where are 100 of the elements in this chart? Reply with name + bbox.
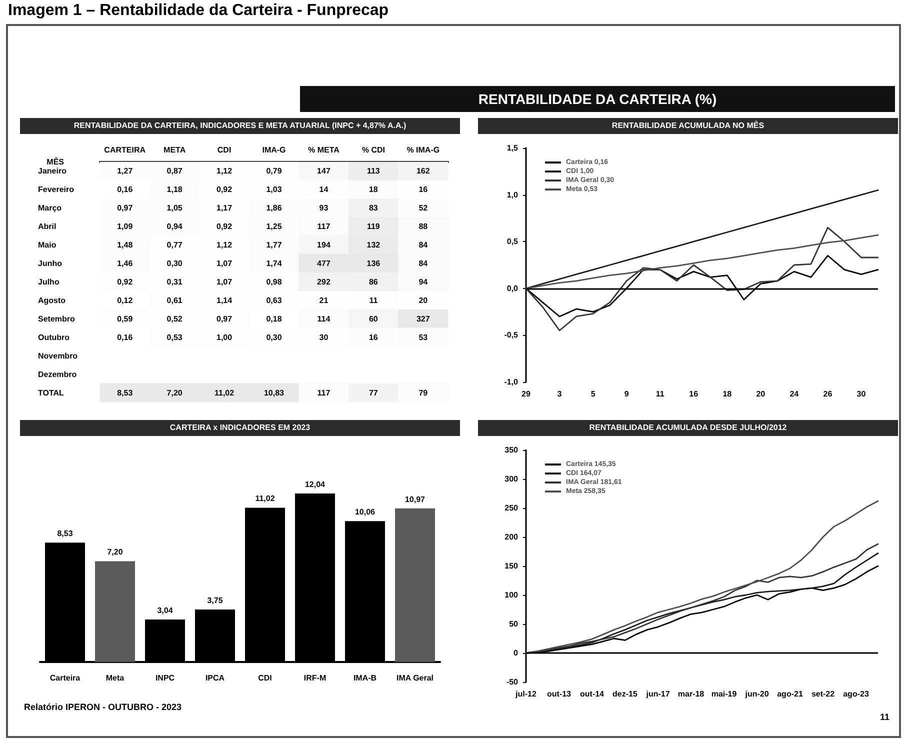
data-label: 0,53 <box>166 332 183 342</box>
x-tick-label: out-14 <box>580 690 605 698</box>
data-label: 1,12 <box>216 166 233 176</box>
y-tick-label: 300 <box>504 474 519 484</box>
data-label: 84 <box>418 240 428 250</box>
data-label: 93 <box>319 204 329 213</box>
data-label: 7,20 <box>107 548 124 557</box>
data-label: 53 <box>418 332 428 342</box>
y-tick-label: Abril <box>38 222 56 232</box>
x-tick-label: jul-12 <box>514 690 537 698</box>
data-label: 147 <box>317 166 331 176</box>
data-label: 0,92 <box>216 222 233 232</box>
data-label: 83 <box>368 204 378 213</box>
x-tick-label: META <box>164 146 186 154</box>
x-axis-title: MÊS <box>46 156 65 166</box>
y-tick-label: 50 <box>509 620 519 628</box>
data-label: 60 <box>368 314 378 324</box>
y-tick-label: 0 <box>514 648 519 658</box>
chart-title: CARTEIRA x INDICADORES EM 2023 <box>20 420 460 436</box>
data-label: 11,02 <box>214 388 235 398</box>
x-tick-label: CDI <box>217 146 232 154</box>
data-label: 10,97 <box>404 494 426 504</box>
chart-title: RENTABILIDADE ACUMULADA NO MÊS <box>478 118 898 134</box>
y-tick-label: 0,0 <box>506 284 519 293</box>
x-tick-label: INPC <box>155 674 175 682</box>
x-tick-label: ago-23 <box>843 690 870 698</box>
data-label: 3,04 <box>157 606 174 615</box>
y-tick-label: Janeiro <box>38 166 67 176</box>
data-label: 292 <box>317 278 331 286</box>
data-label: 0,97 <box>117 204 134 213</box>
chart-title: RENTABILIDADE ACUMULADA DESDE JULHO/2012 <box>478 420 898 436</box>
x-tick-label: dez-15 <box>612 690 638 698</box>
x-tick-label: IMA-G <box>262 146 286 154</box>
data-label: 1,14 <box>216 296 233 305</box>
data-label: 117 <box>317 222 331 232</box>
x-tick-label: 30 <box>856 390 866 398</box>
data-label: 77 <box>368 388 378 398</box>
x-tick-label: % CDI <box>362 146 385 154</box>
x-tick-label: IMA-B <box>353 674 377 682</box>
y-tick-label: Março <box>38 204 62 213</box>
data-label: 0,87 <box>166 166 183 176</box>
text: RENTABILIDADE DA CARTEIRA (%) <box>300 86 895 112</box>
y-tick-label: Fevereiro <box>38 185 74 194</box>
x-tick-label: mar-18 <box>678 690 705 698</box>
y-tick-label: -0,5 <box>504 330 519 340</box>
y-tick-label: 250 <box>504 504 519 512</box>
x-tick-label: CDI <box>258 674 272 682</box>
data-label: 0,61 <box>166 296 183 305</box>
data-label: 1,46 <box>117 259 134 268</box>
y-tick-label: 150 <box>504 562 519 570</box>
data-label: 1,03 <box>266 185 282 194</box>
data-label: 136 <box>366 259 381 268</box>
y-tick-label: Maio <box>38 240 56 250</box>
data-label: 477 <box>317 259 331 268</box>
x-tick-label: IPCA <box>205 674 225 682</box>
data-label: 30 <box>319 332 329 342</box>
y-tick-label: 1,0 <box>506 190 519 200</box>
data-label: 194 <box>317 240 331 250</box>
data-label: 1,18 <box>166 185 183 194</box>
data-label: 11,02 <box>255 494 276 504</box>
x-tick-label: mai-19 <box>711 690 738 698</box>
x-tick-label: ago-21 <box>777 690 804 698</box>
data-label: 8,53 <box>57 529 74 538</box>
y-tick-label: Novembro <box>38 351 78 360</box>
x-tick-label: 20 <box>756 390 766 398</box>
data-label: 14 <box>319 185 329 194</box>
data-label: 10,83 <box>264 388 285 398</box>
x-tick-label: % META <box>308 146 340 154</box>
data-label: 1,74 <box>266 259 282 268</box>
data-label: 1,07 <box>216 259 233 268</box>
y-tick-label: 100 <box>504 590 519 600</box>
data-label: 1,86 <box>266 204 282 213</box>
data-label: 0,79 <box>266 166 282 176</box>
text: Relatório IPERON - OUTUBRO - 2023 <box>24 702 182 712</box>
x-tick-label: IRF-M <box>304 674 326 682</box>
y-tick-label: TOTAL <box>38 388 64 398</box>
y-tick-label: -50 <box>506 678 519 686</box>
data-label: 16 <box>418 185 428 194</box>
y-tick-label: 350 <box>504 446 519 454</box>
y-tick-label: Outubro <box>38 332 70 342</box>
y-tick-label: 1,5 <box>506 144 519 152</box>
x-tick-label: 26 <box>823 390 833 398</box>
data-label: 7,20 <box>166 388 183 398</box>
x-tick-label: 9 <box>624 390 630 398</box>
data-label: 20 <box>418 296 428 305</box>
y-tick-label: Agosto <box>38 296 66 305</box>
x-tick-label: CARTEIRA <box>104 146 146 154</box>
data-label: 0,97 <box>216 314 233 324</box>
data-label: 0,31 <box>166 278 183 286</box>
data-label: 113 <box>366 166 380 176</box>
data-label: 0,52 <box>166 314 183 324</box>
y-tick-label: 200 <box>504 532 519 542</box>
x-tick-label: jun-17 <box>645 690 670 698</box>
data-label: 12,04 <box>304 480 326 489</box>
x-tick-label: IMA Geral <box>396 674 434 682</box>
data-label: 0,16 <box>117 185 134 194</box>
y-tick-label: Julho <box>38 278 60 286</box>
data-label: 3,75 <box>207 596 224 605</box>
data-label: 1,07 <box>216 278 233 286</box>
data-label: 117 <box>317 388 331 398</box>
